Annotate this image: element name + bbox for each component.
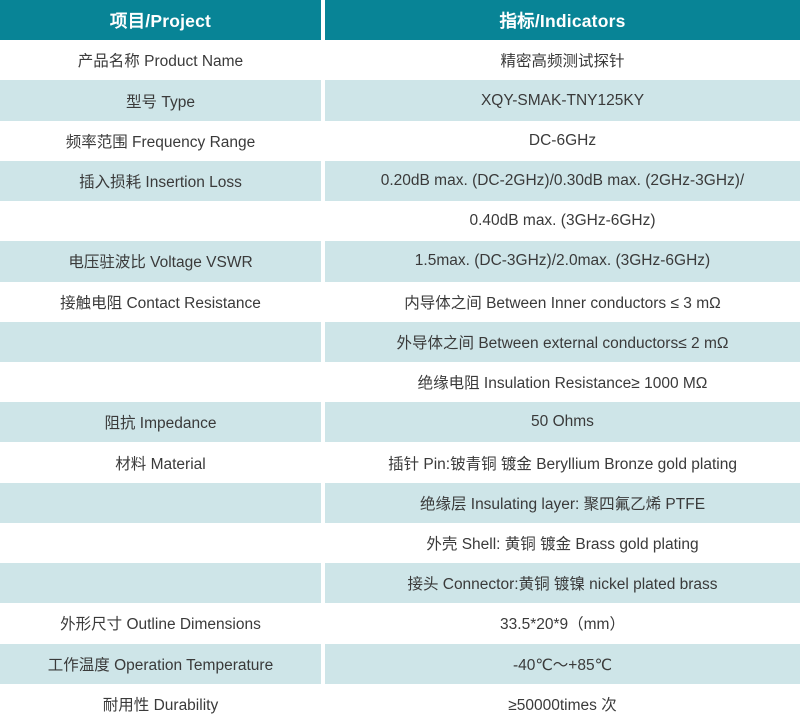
project-cell: 电压驻波比 Voltage VSWR bbox=[0, 241, 321, 282]
header-cell-indicators: 指标/Indicators bbox=[325, 0, 800, 41]
column-divider bbox=[321, 482, 325, 523]
table-body: 产品名称 Product Name 精密高频测试探针 型号 Type XQY-S… bbox=[0, 40, 800, 724]
indicator-cell: DC-6GHz bbox=[325, 120, 800, 161]
column-divider bbox=[321, 281, 325, 322]
project-cell: 材料 Material bbox=[0, 442, 321, 483]
indicator-cell: XQY-SMAK-TNY125KY bbox=[325, 80, 800, 121]
project-cell bbox=[0, 563, 321, 604]
project-cell bbox=[0, 321, 321, 362]
table-row: 频率范围 Frequency Range DC-6GHz bbox=[0, 120, 800, 161]
table-row: 接触电阻 Contact Resistance 内导体之间 Between In… bbox=[0, 281, 800, 322]
indicator-cell: 0.40dB max. (3GHz-6GHz) bbox=[325, 201, 800, 242]
table-row: 外壳 Shell: 黄铜 镀金 Brass gold plating bbox=[0, 522, 800, 564]
project-cell: 接触电阻 Contact Resistance bbox=[0, 281, 321, 322]
table-row: 耐用性 Durability ≥50000times 次 bbox=[0, 683, 800, 724]
indicator-cell: 内导体之间 Between Inner conductors ≤ 3 mΩ bbox=[325, 281, 800, 322]
table-row: 绝缘电阻 Insulation Resistance≥ 1000 MΩ bbox=[0, 361, 800, 403]
project-cell: 插入损耗 Insertion Loss bbox=[0, 160, 321, 202]
project-cell bbox=[0, 201, 321, 242]
column-divider bbox=[321, 241, 325, 282]
column-divider bbox=[321, 522, 325, 564]
column-divider bbox=[321, 683, 325, 724]
table-row: 外导体之间 Between external conductors≤ 2 mΩ bbox=[0, 321, 800, 362]
table-row: 0.40dB max. (3GHz-6GHz) bbox=[0, 201, 800, 242]
table-row: 电压驻波比 Voltage VSWR 1.5max. (DC-3GHz)/2.0… bbox=[0, 241, 800, 282]
column-divider bbox=[321, 201, 325, 242]
column-divider bbox=[321, 643, 325, 684]
table-row: 接头 Connector:黄铜 镀镍 nickel plated brass bbox=[0, 563, 800, 604]
project-cell: 产品名称 Product Name bbox=[0, 40, 321, 81]
table-row: 绝缘层 Insulating layer: 聚四氟乙烯 PTFE bbox=[0, 482, 800, 523]
project-cell: 外形尺寸 Outline Dimensions bbox=[0, 603, 321, 644]
indicator-cell: 精密高频测试探针 bbox=[325, 40, 800, 81]
table-row: 型号 Type XQY-SMAK-TNY125KY bbox=[0, 80, 800, 121]
project-cell: 工作温度 Operation Temperature bbox=[0, 643, 321, 684]
project-cell bbox=[0, 361, 321, 403]
table-row: 外形尺寸 Outline Dimensions 33.5*20*9（mm） bbox=[0, 603, 800, 644]
column-divider bbox=[321, 563, 325, 604]
indicator-cell: 绝缘层 Insulating layer: 聚四氟乙烯 PTFE bbox=[325, 482, 800, 523]
column-divider bbox=[321, 0, 325, 41]
table-row: 产品名称 Product Name 精密高频测试探针 bbox=[0, 40, 800, 81]
header-cell-project: 项目/Project bbox=[0, 0, 321, 41]
table-row: 插入损耗 Insertion Loss 0.20dB max. (DC-2GHz… bbox=[0, 160, 800, 202]
project-cell bbox=[0, 482, 321, 523]
table-row: 工作温度 Operation Temperature -40℃～+85℃ bbox=[0, 643, 800, 684]
project-cell: 频率范围 Frequency Range bbox=[0, 120, 321, 161]
project-cell bbox=[0, 522, 321, 564]
column-divider bbox=[321, 40, 325, 81]
indicator-cell: 33.5*20*9（mm） bbox=[325, 603, 800, 644]
indicator-cell: 接头 Connector:黄铜 镀镍 nickel plated brass bbox=[325, 563, 800, 604]
indicator-cell: 绝缘电阻 Insulation Resistance≥ 1000 MΩ bbox=[325, 361, 800, 403]
project-cell: 阻抗 Impedance bbox=[0, 402, 321, 443]
column-divider bbox=[321, 603, 325, 644]
indicator-cell: 外壳 Shell: 黄铜 镀金 Brass gold plating bbox=[325, 522, 800, 564]
indicator-cell: 1.5max. (DC-3GHz)/2.0max. (3GHz-6GHz) bbox=[325, 241, 800, 282]
indicator-cell: -40℃～+85℃ bbox=[325, 643, 800, 684]
column-divider bbox=[321, 321, 325, 362]
column-divider bbox=[321, 120, 325, 161]
table-header-row: 项目/Project 指标/Indicators bbox=[0, 0, 800, 41]
table-row: 阻抗 Impedance 50 Ohms bbox=[0, 402, 800, 443]
indicator-cell: 外导体之间 Between external conductors≤ 2 mΩ bbox=[325, 321, 800, 362]
column-divider bbox=[321, 442, 325, 483]
column-divider bbox=[321, 402, 325, 443]
project-cell: 型号 Type bbox=[0, 80, 321, 121]
project-cell: 耐用性 Durability bbox=[0, 683, 321, 724]
column-divider bbox=[321, 80, 325, 121]
table-row: 材料 Material 插针 Pin:铍青铜 镀金 Beryllium Bron… bbox=[0, 442, 800, 483]
column-divider bbox=[321, 361, 325, 403]
indicator-cell: 0.20dB max. (DC-2GHz)/0.30dB max. (2GHz-… bbox=[325, 160, 800, 202]
indicator-cell: 50 Ohms bbox=[325, 402, 800, 443]
column-divider bbox=[321, 160, 325, 202]
indicator-cell: 插针 Pin:铍青铜 镀金 Beryllium Bronze gold plat… bbox=[325, 442, 800, 483]
indicator-cell: ≥50000times 次 bbox=[325, 683, 800, 724]
